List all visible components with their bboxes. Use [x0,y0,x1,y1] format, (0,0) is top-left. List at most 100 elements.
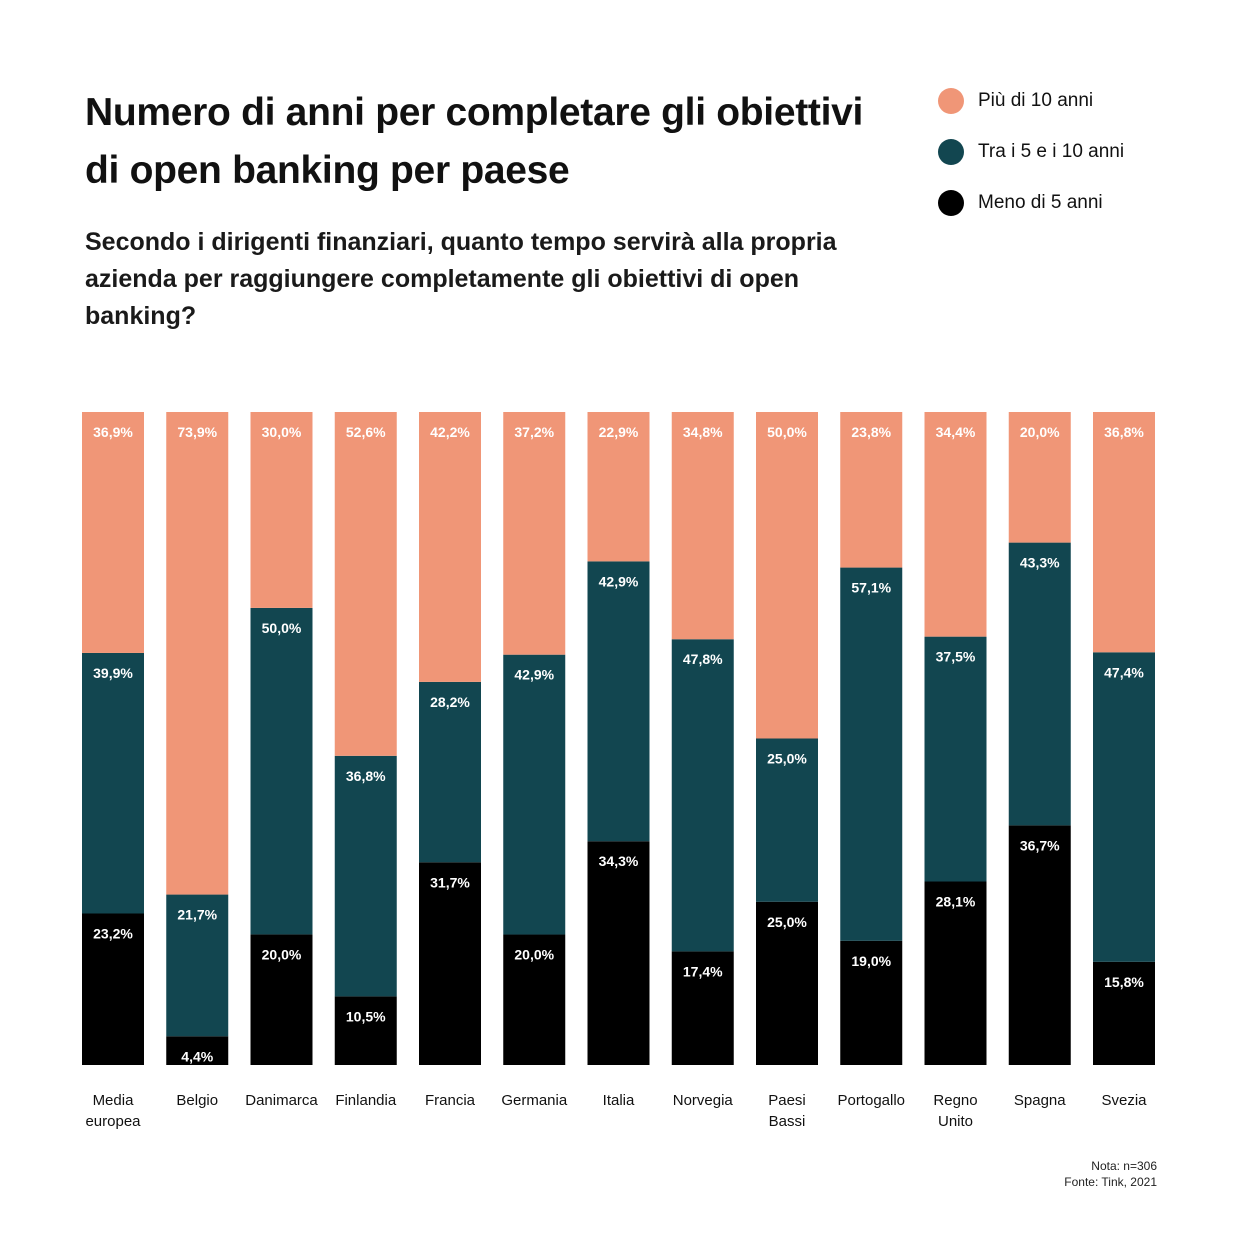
bar-segment [82,652,144,914]
bar-segment [1008,542,1071,826]
category-label: Belgio [176,1092,218,1109]
bar-segment [756,901,818,1065]
data-label: 37,5% [936,649,976,665]
data-label: 28,1% [936,894,976,910]
bar-segment [419,681,481,863]
data-label: 47,8% [683,651,723,667]
legend-label-5-10: Tra i 5 e i 10 anni [978,141,1125,162]
bar-segment [1093,652,1155,962]
chart-footnote: Nota: n=306 Fonte: Tink, 2021 [1064,1158,1157,1190]
sample-note: Nota: n=306 [1091,1159,1157,1173]
data-label: 43,3% [1020,555,1060,571]
category-label: Svezia [1101,1092,1147,1109]
data-label: 30,0% [262,424,302,440]
data-label: 37,2% [514,424,554,440]
legend-label-more-10: Più di 10 anni [978,90,1094,111]
category-label: Italia [603,1092,635,1109]
data-label: 36,7% [1020,837,1060,853]
category-label: Paesi [768,1092,806,1109]
data-label: 20,0% [514,947,554,963]
bar-segment [82,412,144,653]
bar-segment [419,412,481,682]
bar-segment [924,412,987,637]
legend-swatch-less-5 [938,190,964,216]
data-label: 42,2% [430,424,470,440]
category-label: Unito [938,1113,973,1130]
data-label: 23,2% [93,926,133,942]
bar-segment [503,654,566,935]
data-label: 10,5% [346,1008,386,1024]
bar-segment [924,881,987,1065]
category-label: Francia [425,1092,476,1109]
bar-segment [671,412,734,640]
data-label: 36,9% [93,424,133,440]
bar-segment [82,913,144,1065]
bar-segment [587,561,650,842]
bar-segment [250,607,313,935]
data-label: 36,8% [1104,424,1144,440]
bar-segment [334,996,397,1065]
data-label: 23,8% [851,424,891,440]
bar-segment [503,934,566,1065]
data-label: 25,0% [767,751,807,767]
bar-segment [503,412,566,655]
data-label: 22,9% [599,424,639,440]
legend-label-less-5: Meno di 5 anni [978,192,1103,213]
category-label: Bassi [769,1113,806,1130]
source-note: Fonte: Tink, 2021 [1064,1175,1157,1189]
bar-segment [166,894,229,1037]
category-label: Regno [933,1092,977,1109]
bar-segment [671,951,734,1065]
legend-item-5-10: Tra i 5 e i 10 anni [938,135,1228,169]
bar-segment [840,940,903,1065]
data-label: 34,4% [936,424,976,440]
data-label: 34,8% [683,424,723,440]
bar-segment [419,862,481,1065]
bar-segment [587,412,650,562]
category-label: europea [85,1113,141,1130]
data-label: 52,6% [346,424,386,440]
bar-segment [166,1036,229,1065]
data-label: 4,4% [181,1048,213,1064]
bar-segment [1093,961,1155,1065]
bar-segment [756,412,818,739]
bar-segment [840,567,903,941]
legend: Più di 10 anni Tra i 5 e i 10 anni Meno … [938,84,1228,237]
data-label: 34,3% [599,853,639,869]
data-label: 20,0% [262,946,302,962]
data-label: 21,7% [177,907,217,923]
legend-item-less-5: Meno di 5 anni [938,186,1228,220]
bar-segment [756,738,818,902]
bar-segment [250,412,313,608]
data-label: 28,2% [430,694,470,710]
bar-segment [334,412,397,756]
data-label: 19,0% [851,953,891,969]
category-label: Finlandia [335,1092,397,1109]
data-label: 47,4% [1104,664,1144,680]
data-label: 36,8% [346,768,386,784]
bar-segment [840,412,903,568]
category-label: Spagna [1014,1092,1066,1109]
data-label: 20,0% [1020,424,1060,440]
bar-segment [671,639,734,952]
category-label: Danimarca [245,1092,318,1109]
category-label: Media [93,1092,135,1109]
data-label: 39,9% [93,665,133,681]
bar-segment [587,841,650,1065]
bar-segment [1093,412,1155,653]
bar-segment [1008,412,1071,543]
data-label: 50,0% [767,424,807,440]
data-label: 42,9% [514,667,554,683]
category-label: Germania [501,1092,568,1109]
bar-segment [334,755,397,997]
bar-segment [924,636,987,882]
bar-segment [250,934,313,1065]
category-label: Portogallo [837,1092,905,1109]
data-label: 15,8% [1104,974,1144,990]
data-label: 42,9% [599,573,639,589]
data-label: 57,1% [851,580,891,596]
legend-swatch-5-10 [938,139,964,165]
bar-segment [166,412,229,895]
data-label: 17,4% [683,963,723,979]
